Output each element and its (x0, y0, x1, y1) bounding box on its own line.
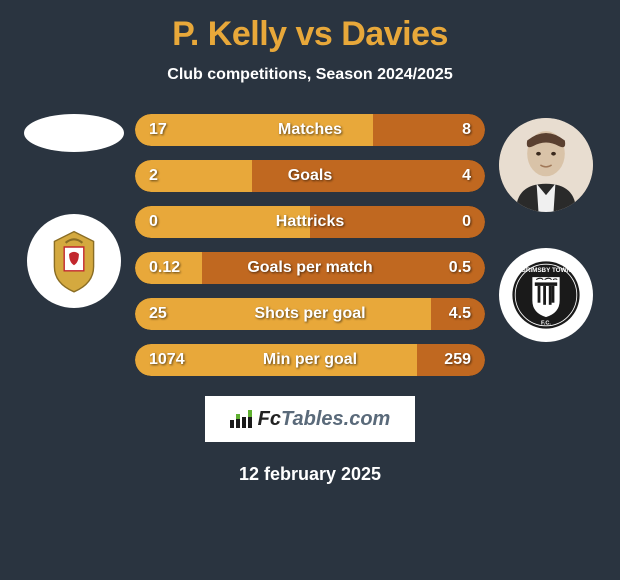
club-badge-right: GRIMSBY TOWN F.C. (499, 248, 593, 342)
stat-label: Min per goal (263, 351, 357, 369)
stat-bars: 17 8 Matches 2 4 Goals 0 0 Hattricks 0.12 0.5 Goals… (135, 114, 485, 376)
stat-bar: 2 4 Goals (135, 160, 485, 192)
stat-bar: 17 8 Matches (135, 114, 485, 146)
bar-chart-icon (230, 410, 252, 428)
stat-label: Goals per match (247, 259, 372, 277)
stat-label: Shots per goal (254, 305, 365, 323)
grimsby-crest-icon: GRIMSBY TOWN F.C. (511, 260, 581, 330)
generated-date: 12 february 2025 (239, 464, 381, 485)
stat-bar: 1074 259 Min per goal (135, 344, 485, 376)
comparison-card: P. Kelly vs Davies Club competitions, Se… (0, 0, 620, 580)
stat-label: Hattricks (276, 213, 344, 231)
right-column: GRIMSBY TOWN F.C. (491, 114, 601, 342)
stat-value-right: 0.5 (449, 259, 471, 277)
stat-label: Goals (288, 167, 332, 185)
stat-value-right: 4 (462, 167, 471, 185)
svg-text:F.C.: F.C. (541, 320, 551, 326)
stat-value-left: 17 (149, 121, 167, 139)
doncaster-crest-icon (39, 226, 109, 296)
stat-value-left: 1074 (149, 351, 185, 369)
stat-value-left: 25 (149, 305, 167, 323)
avatar-icon (499, 118, 593, 212)
stat-value-right: 259 (444, 351, 471, 369)
brand-suffix: Tables.com (281, 408, 390, 431)
stat-value-right: 0 (462, 213, 471, 231)
stat-bar: 0.12 0.5 Goals per match (135, 252, 485, 284)
stat-bar: 25 4.5 Shots per goal (135, 298, 485, 330)
page-title: P. Kelly vs Davies (172, 15, 448, 54)
stats-area: 17 8 Matches 2 4 Goals 0 0 Hattricks 0.12 0.5 Goals… (0, 114, 620, 376)
stat-label: Matches (278, 121, 342, 139)
stat-value-right: 8 (462, 121, 471, 139)
fctables-brand-badge: FcTables.com (205, 396, 415, 442)
club-badge-left (27, 214, 121, 308)
brand-prefix: Fc (258, 408, 281, 431)
bar-fill-right (252, 160, 485, 192)
player-photo-left (24, 114, 124, 152)
stat-value-left: 0 (149, 213, 158, 231)
stat-value-right: 4.5 (449, 305, 471, 323)
stat-bar: 0 0 Hattricks (135, 206, 485, 238)
stat-value-left: 2 (149, 167, 158, 185)
stat-value-left: 0.12 (149, 259, 180, 277)
page-subtitle: Club competitions, Season 2024/2025 (167, 66, 452, 84)
svg-text:GRIMSBY TOWN: GRIMSBY TOWN (521, 267, 572, 274)
player-photo-right (499, 118, 593, 212)
left-column (19, 114, 129, 308)
